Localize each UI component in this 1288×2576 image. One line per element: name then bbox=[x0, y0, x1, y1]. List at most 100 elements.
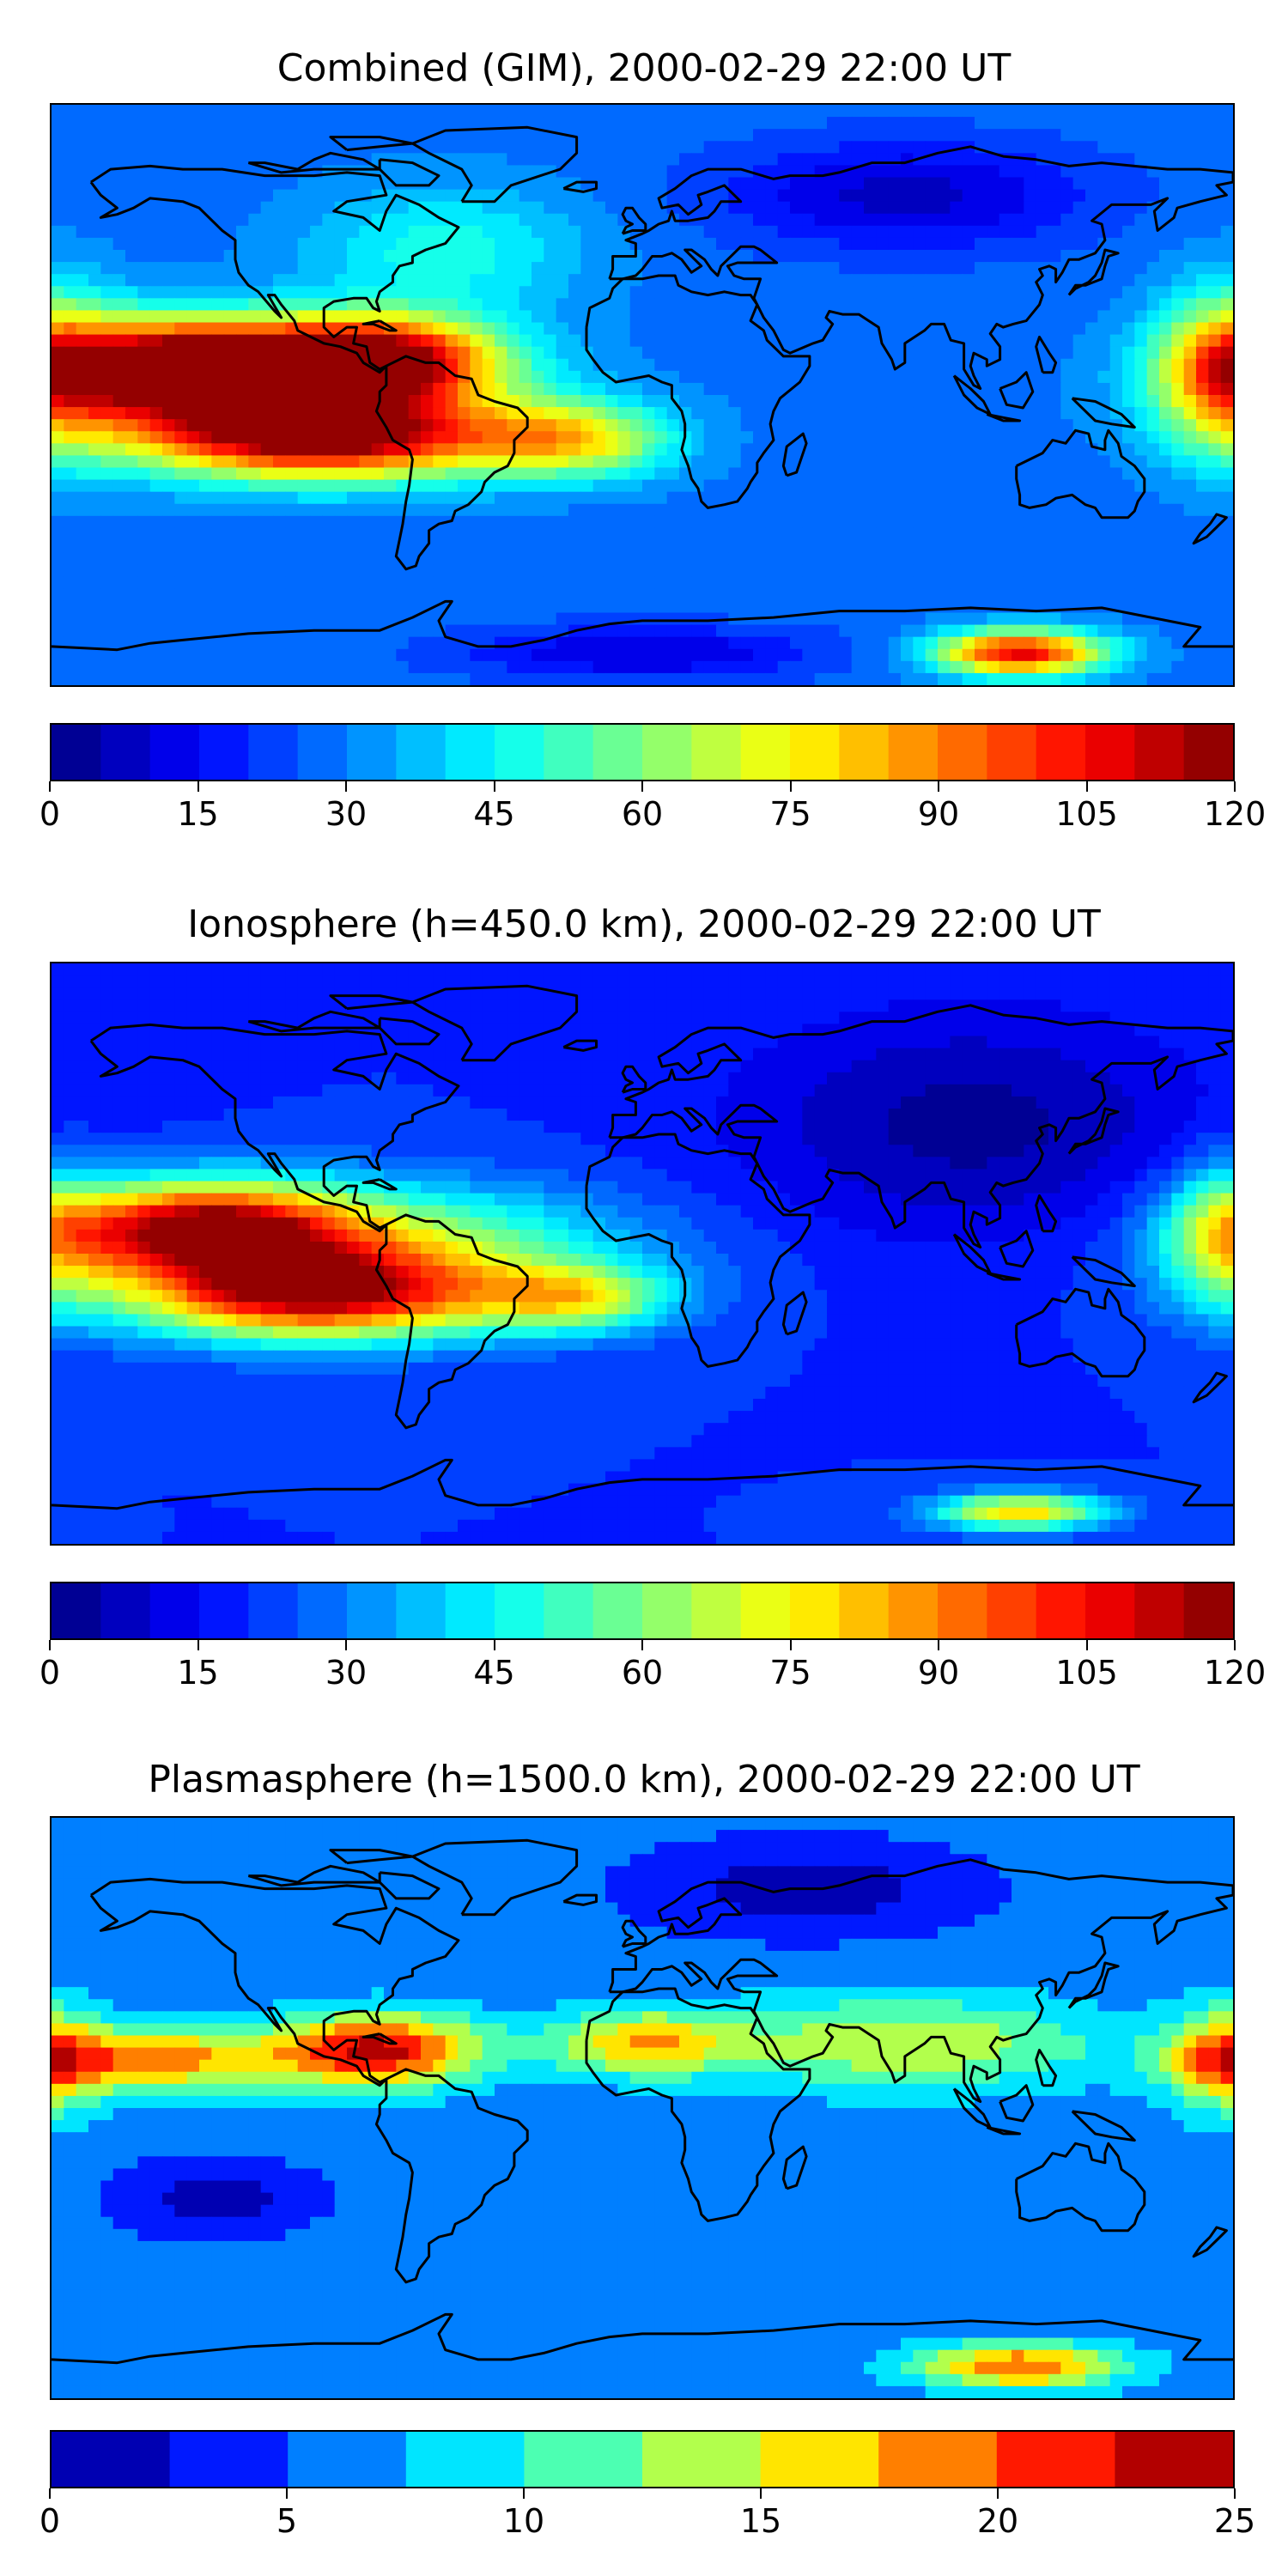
heatmap-cell bbox=[679, 225, 692, 239]
heatmap-cell bbox=[938, 177, 951, 191]
heatmap-cell bbox=[458, 298, 471, 312]
heatmap-cell bbox=[223, 552, 237, 565]
heatmap-cell bbox=[507, 540, 520, 553]
heatmap-cell bbox=[248, 479, 262, 493]
heatmap-cell bbox=[359, 395, 373, 408]
heatmap-cell bbox=[654, 407, 668, 420]
heatmap-cell bbox=[1134, 370, 1148, 384]
heatmap-cell bbox=[1159, 467, 1172, 481]
heatmap-cell bbox=[347, 503, 360, 517]
colorbar-ticks: 0 15 30 45 60 75 90 105 120 bbox=[39, 781, 1266, 833]
heatmap-cell bbox=[162, 395, 175, 408]
heatmap-cell bbox=[64, 250, 77, 263]
heatmap-cell bbox=[248, 443, 262, 457]
heatmap-cell bbox=[1122, 612, 1135, 626]
heatmap-cell bbox=[1024, 141, 1037, 154]
heatmap-cell bbox=[1134, 624, 1148, 638]
heatmap-cell bbox=[1048, 141, 1061, 154]
heatmap-cell bbox=[1097, 660, 1111, 674]
heatmap-cell bbox=[1060, 552, 1074, 565]
heatmap-cell bbox=[950, 467, 963, 481]
heatmap-cell bbox=[334, 407, 348, 420]
heatmap-cell bbox=[1183, 419, 1197, 432]
heatmap-cell bbox=[703, 310, 717, 324]
heatmap-cell bbox=[1097, 479, 1111, 493]
heatmap-cell bbox=[654, 153, 668, 167]
heatmap-cell bbox=[334, 395, 348, 408]
heatmap-cell bbox=[199, 189, 212, 203]
heatmap-cell bbox=[1048, 612, 1061, 626]
heatmap-cell bbox=[532, 105, 544, 118]
heatmap-cell bbox=[1208, 370, 1222, 384]
heatmap-cell bbox=[458, 274, 471, 287]
heatmap-cell bbox=[125, 576, 138, 589]
heatmap-cell bbox=[629, 624, 643, 638]
heatmap-cell bbox=[975, 600, 987, 614]
heatmap-cell bbox=[322, 576, 336, 589]
heatmap-cell bbox=[901, 237, 914, 251]
heatmap-cell bbox=[962, 963, 975, 976]
heatmap-cell bbox=[359, 467, 373, 481]
heatmap-cell bbox=[962, 431, 975, 444]
heatmap-cell bbox=[532, 250, 544, 263]
heatmap-cell bbox=[1196, 382, 1209, 396]
heatmap-cell bbox=[568, 419, 581, 432]
heatmap-cell bbox=[728, 648, 742, 662]
heatmap-cell bbox=[901, 479, 914, 493]
heatmap-cell bbox=[100, 443, 114, 457]
heatmap-cell bbox=[1159, 298, 1172, 312]
heatmap-cell bbox=[765, 552, 779, 565]
heatmap-cell bbox=[925, 310, 939, 324]
heatmap-cell bbox=[568, 129, 581, 142]
heatmap-cell bbox=[901, 177, 914, 191]
heatmap-cell bbox=[1196, 237, 1209, 251]
heatmap-cell bbox=[260, 262, 274, 275]
heatmap-cell bbox=[629, 346, 643, 360]
heatmap-cell bbox=[52, 672, 64, 685]
heatmap-cell bbox=[1109, 588, 1123, 602]
heatmap-cell bbox=[777, 467, 791, 481]
heatmap-cell bbox=[532, 274, 544, 287]
heatmap-cell bbox=[421, 274, 434, 287]
heatmap-cell bbox=[64, 600, 77, 614]
heatmap-cell bbox=[199, 262, 212, 275]
heatmap-cell bbox=[864, 201, 877, 215]
heatmap-cell bbox=[1146, 237, 1160, 251]
heatmap-cell bbox=[876, 201, 890, 215]
heatmap-cell bbox=[532, 431, 544, 444]
heatmap-cell bbox=[592, 165, 606, 179]
heatmap-cell bbox=[556, 395, 569, 408]
heatmap-cell bbox=[975, 491, 987, 505]
heatmap-cell bbox=[814, 237, 828, 251]
heatmap-cell bbox=[223, 443, 237, 457]
heatmap-cell bbox=[371, 443, 385, 457]
heatmap-cell bbox=[482, 310, 495, 324]
heatmap-cell bbox=[1109, 129, 1123, 142]
heatmap-cell bbox=[839, 201, 853, 215]
heatmap-cell bbox=[728, 576, 742, 589]
heatmap-cell bbox=[777, 298, 791, 312]
heatmap-cell bbox=[125, 515, 138, 529]
heatmap-cell bbox=[654, 552, 668, 565]
heatmap-cell bbox=[691, 346, 705, 360]
heatmap-cell bbox=[223, 117, 237, 130]
heatmap-cell bbox=[112, 540, 126, 553]
heatmap-cell bbox=[310, 298, 323, 312]
heatmap-cell bbox=[260, 407, 274, 420]
heatmap-cell bbox=[236, 552, 249, 565]
heatmap-cell bbox=[1085, 310, 1098, 324]
heatmap-cell bbox=[347, 636, 360, 650]
heatmap-cell bbox=[1048, 225, 1061, 239]
heatmap-cell bbox=[445, 189, 459, 203]
heatmap-cell bbox=[495, 237, 507, 251]
heatmap-cell bbox=[913, 358, 927, 372]
heatmap-cell bbox=[814, 552, 828, 565]
heatmap-cell bbox=[728, 395, 742, 408]
heatmap-cell bbox=[876, 250, 890, 263]
heatmap-cell bbox=[925, 286, 939, 299]
heatmap-cell bbox=[925, 987, 939, 1000]
heatmap-cell bbox=[580, 636, 594, 650]
heatmap-cell bbox=[396, 334, 410, 348]
heatmap-cell bbox=[125, 407, 138, 420]
heatmap-cell bbox=[605, 225, 618, 239]
